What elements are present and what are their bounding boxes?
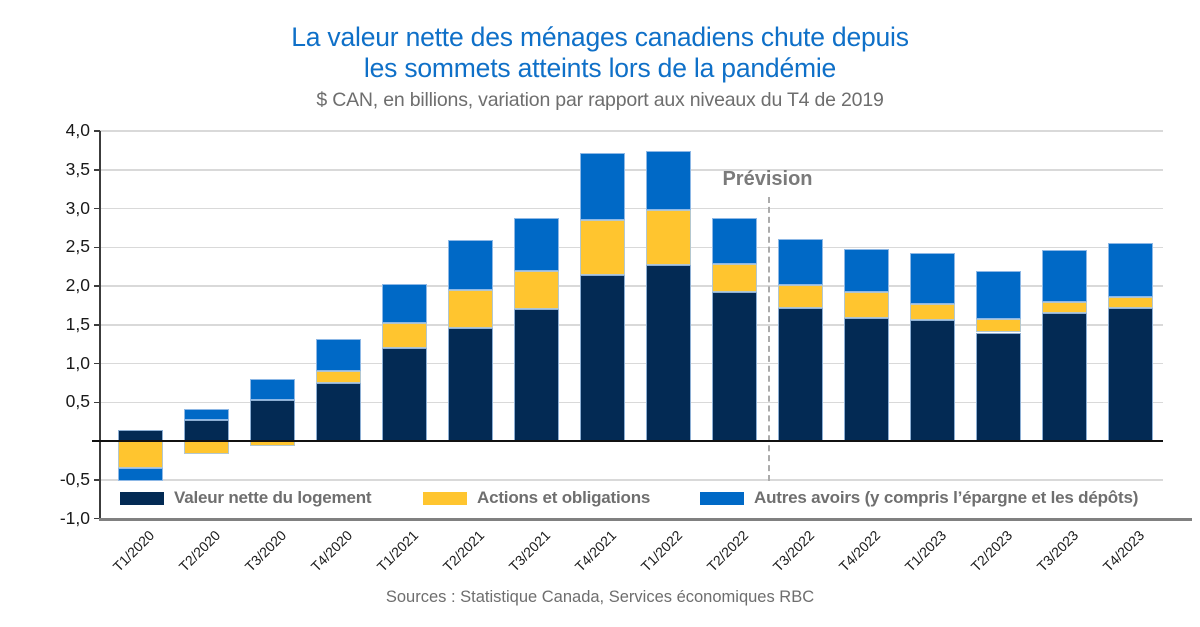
bar-segment-valeur-nette-du-logement (513, 309, 559, 441)
bar-segment-autres-avoirs-y-compris-l-ep (381, 284, 427, 324)
y-axis-tick (94, 324, 100, 326)
gridline (100, 130, 1163, 132)
bar-segment-valeur-nette-du-logement (579, 275, 625, 441)
forecast-divider-line (767, 197, 770, 481)
y-tick-label: -1,0 (59, 507, 90, 528)
bar-segment-valeur-nette-du-logement (975, 332, 1021, 441)
bar-segment-autres-avoirs-y-compris-l-ep (447, 239, 493, 290)
bar-segment-autres-avoirs-y-compris-l-ep (183, 409, 229, 421)
bar-segment-autres-avoirs-y-compris-l-ep (513, 217, 559, 272)
bar-segment-actions-et-obligations (843, 292, 889, 318)
legend-label-other-assets: Autres avoirs (y compris l’épargne et le… (754, 488, 1139, 507)
bar-segment-valeur-nette-du-logement (645, 265, 691, 441)
bar-segment-actions-et-obligations (315, 371, 361, 383)
bar-segment-autres-avoirs-y-compris-l-ep (117, 468, 163, 481)
y-axis-tick (94, 362, 100, 365)
y-tick-label: 2,0 (65, 275, 90, 295)
y-axis-tick (94, 285, 100, 287)
gridline (100, 401, 1163, 403)
bar-segment-valeur-nette-du-logement (843, 317, 889, 441)
x-axis-spine (99, 517, 1192, 521)
y-tick-label: 2,5 (65, 236, 90, 257)
y-axis-spine (99, 131, 101, 519)
gridline (100, 207, 1163, 210)
bar-segment-actions-et-obligations (579, 220, 625, 276)
y-axis-tick (94, 401, 100, 403)
legend-label-housing: Valeur nette du logement (174, 488, 372, 507)
legend-swatch-other-assets (700, 491, 744, 505)
bar-segment-valeur-nette-du-logement (711, 292, 757, 441)
bar-segment-valeur-nette-du-logement (315, 382, 361, 441)
bar-segment-actions-et-obligations (183, 441, 229, 455)
bar-segment-actions-et-obligations (975, 319, 1021, 333)
bar-segment-autres-avoirs-y-compris-l-ep (249, 379, 295, 400)
bar-segment-autres-avoirs-y-compris-l-ep (843, 248, 889, 293)
bar-segment-valeur-nette-du-logement (909, 320, 955, 441)
bar-segment-actions-et-obligations (711, 264, 757, 293)
bar-segment-actions-et-obligations (1107, 296, 1153, 308)
bar-segment-valeur-nette-du-logement (183, 420, 229, 441)
y-tick-label: 1,5 (65, 313, 90, 334)
bar-segment-autres-avoirs-y-compris-l-ep (1041, 250, 1087, 303)
bar-segment-actions-et-obligations (513, 271, 559, 310)
chart-title-line-2: les sommets atteints lors de la pandémie (363, 53, 837, 83)
y-axis-tick (94, 207, 100, 210)
bar-segment-valeur-nette-du-logement (777, 308, 823, 441)
bar-segment-actions-et-obligations (381, 323, 427, 348)
title-block: La valeur nette des ménages canadiens ch… (0, 22, 1200, 112)
bar-segment-autres-avoirs-y-compris-l-ep (579, 152, 625, 221)
y-tick-label: 3,5 (65, 158, 90, 179)
legend-label-stocks-bonds: Actions et obligations (477, 488, 651, 507)
y-tick-label: 1,0 (65, 352, 90, 373)
y-axis-tick (94, 479, 100, 481)
y-tick-label: 4,0 (65, 120, 90, 140)
legend-swatch-housing (120, 491, 164, 505)
y-tick-label: 3,0 (65, 197, 90, 218)
bar-segment-autres-avoirs-y-compris-l-ep (315, 339, 361, 372)
bar-segment-autres-avoirs-y-compris-l-ep (711, 217, 757, 265)
gridline (100, 285, 1163, 287)
gridline (100, 169, 1163, 171)
bar-segment-autres-avoirs-y-compris-l-ep (1107, 243, 1153, 297)
zero-line (92, 440, 1163, 442)
bar-segment-actions-et-obligations (117, 441, 163, 469)
source-note: Sources : Statistique Canada, Services é… (385, 588, 815, 606)
bar-segment-actions-et-obligations (447, 289, 493, 328)
y-axis-tick (94, 130, 100, 132)
y-axis-tick (94, 169, 100, 171)
y-tick-label: -0,5 (59, 468, 90, 489)
bar-segment-valeur-nette-du-logement (447, 327, 493, 441)
forecast-label: Prévision (722, 168, 813, 190)
bar-segment-actions-et-obligations (909, 303, 955, 321)
bar-segment-valeur-nette-du-logement (1041, 313, 1087, 441)
gridline (100, 324, 1163, 326)
y-axis-tick (94, 246, 100, 248)
y-tick-label: 0,5 (65, 391, 90, 412)
bar-segment-valeur-nette-du-logement (1107, 307, 1153, 441)
gridline (100, 362, 1163, 365)
legend-item-housing: Valeur nette du logement (120, 488, 372, 508)
bar-segment-actions-et-obligations (1041, 302, 1087, 314)
bar-segment-autres-avoirs-y-compris-l-ep (777, 238, 823, 286)
legend-swatch-stocks-bonds (423, 491, 467, 505)
y-axis-tick (94, 517, 100, 520)
gridline (100, 479, 1163, 481)
legend-item-other-assets: Autres avoirs (y compris l’épargne et le… (700, 488, 1138, 508)
bar-segment-autres-avoirs-y-compris-l-ep (645, 151, 691, 211)
legend-item-stocks-bonds: Actions et obligations (423, 488, 650, 508)
bar-segment-actions-et-obligations (777, 285, 823, 309)
gridline (100, 246, 1163, 248)
bar-segment-valeur-nette-du-logement (381, 348, 427, 441)
chart-title-line-1: La valeur nette des ménages canadiens ch… (291, 22, 909, 52)
bar-segment-autres-avoirs-y-compris-l-ep (909, 252, 955, 304)
bar-segment-autres-avoirs-y-compris-l-ep (975, 271, 1021, 320)
bar-segment-valeur-nette-du-logement (249, 399, 295, 441)
chart-subtitle: $ CAN, en billions, variation par rappor… (316, 89, 884, 111)
bar-segment-actions-et-obligations (645, 210, 691, 266)
